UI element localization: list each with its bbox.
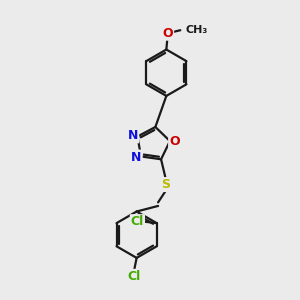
Text: N: N [131,151,142,164]
Text: O: O [163,27,173,40]
Text: Cl: Cl [131,215,144,228]
Text: Cl: Cl [128,270,141,283]
Text: S: S [161,178,170,191]
Text: CH₃: CH₃ [186,25,208,35]
Text: O: O [169,135,180,148]
Text: N: N [128,129,138,142]
